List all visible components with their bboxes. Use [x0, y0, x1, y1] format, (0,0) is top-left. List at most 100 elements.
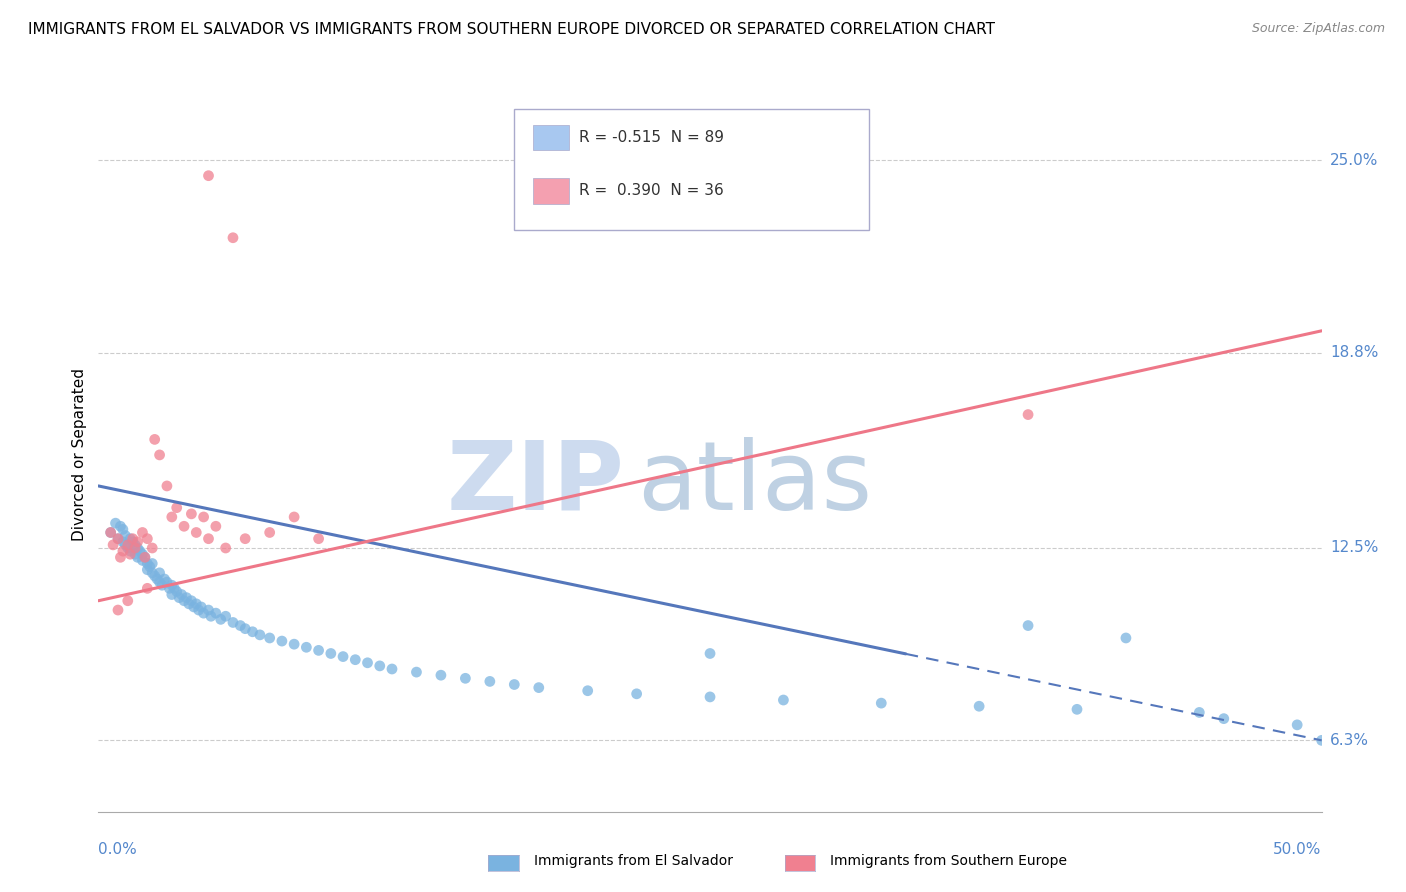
Point [870, 696, 893, 710]
Point [1212, 712, 1234, 726]
Point [200, 609, 222, 624]
Point [149, 566, 172, 580]
Point [149, 448, 172, 462]
Point [699, 690, 721, 704]
Point [193, 606, 215, 620]
Point [205, 606, 228, 620]
Point [110, 550, 132, 565]
Point [111, 544, 134, 558]
Point [229, 618, 252, 632]
Point [576, 683, 599, 698]
Point [319, 647, 342, 661]
Point [1310, 733, 1333, 747]
Point [114, 528, 136, 542]
Point [101, 538, 124, 552]
Point [209, 612, 232, 626]
Point [136, 563, 159, 577]
Point [160, 510, 183, 524]
Point [127, 550, 149, 565]
Point [127, 534, 149, 549]
Point [1115, 631, 1137, 645]
Point [121, 532, 143, 546]
Point [308, 643, 330, 657]
Point [156, 575, 179, 590]
Point [131, 525, 153, 540]
Point [141, 541, 163, 555]
Point [139, 559, 162, 574]
Point [222, 231, 245, 245]
Point [222, 615, 245, 630]
FancyBboxPatch shape [533, 178, 569, 203]
Point [136, 532, 159, 546]
Point [134, 550, 156, 565]
Point [503, 677, 526, 691]
Point [180, 593, 202, 607]
Point [478, 674, 501, 689]
Point [626, 687, 648, 701]
Point [430, 668, 453, 682]
Point [180, 507, 202, 521]
Text: 12.5%: 12.5% [1330, 541, 1378, 556]
Point [176, 591, 198, 605]
Point [197, 603, 219, 617]
Point [197, 532, 219, 546]
Point [270, 634, 294, 648]
Text: 25.0%: 25.0% [1330, 153, 1378, 168]
Point [104, 516, 127, 531]
Point [131, 547, 153, 561]
Point [183, 599, 205, 614]
Point [107, 532, 129, 546]
Y-axis label: Divorced or Separated: Divorced or Separated [72, 368, 87, 541]
Point [368, 659, 391, 673]
Text: atlas: atlas [637, 437, 872, 530]
Point [107, 532, 129, 546]
Point [170, 588, 193, 602]
Point [100, 525, 122, 540]
Point [166, 500, 188, 515]
Point [124, 541, 146, 555]
Point [405, 665, 427, 679]
Point [134, 550, 156, 565]
Point [129, 544, 152, 558]
Point [120, 532, 142, 546]
Point [344, 653, 367, 667]
Point [127, 541, 149, 555]
Point [117, 538, 139, 552]
Point [308, 532, 330, 546]
Point [1066, 702, 1088, 716]
Point [967, 699, 990, 714]
Text: R =  0.390  N = 36: R = 0.390 N = 36 [579, 184, 724, 198]
Point [1017, 618, 1039, 632]
Point [120, 544, 142, 558]
Point [124, 538, 146, 552]
Point [107, 603, 129, 617]
Point [114, 538, 136, 552]
Text: 18.8%: 18.8% [1330, 345, 1378, 360]
Point [233, 532, 256, 546]
Point [332, 649, 354, 664]
Point [111, 522, 134, 536]
Point [259, 631, 281, 645]
Point [193, 510, 215, 524]
Point [124, 547, 146, 561]
Point [173, 593, 195, 607]
Point [156, 479, 179, 493]
Point [295, 640, 318, 655]
Point [1286, 718, 1309, 732]
Point [136, 582, 159, 596]
Point [214, 541, 236, 555]
Point [1017, 408, 1039, 422]
Text: Source: ZipAtlas.com: Source: ZipAtlas.com [1251, 22, 1385, 36]
Point [143, 569, 166, 583]
Text: ZIP: ZIP [447, 437, 624, 530]
Point [150, 578, 173, 592]
Point [356, 656, 378, 670]
Text: Immigrants from Southern Europe: Immigrants from Southern Europe [830, 854, 1067, 868]
Point [143, 433, 166, 447]
Point [259, 525, 281, 540]
Point [197, 169, 219, 183]
Text: Immigrants from El Salvador: Immigrants from El Salvador [534, 854, 734, 868]
Point [233, 622, 256, 636]
Point [283, 510, 305, 524]
Point [117, 541, 139, 555]
